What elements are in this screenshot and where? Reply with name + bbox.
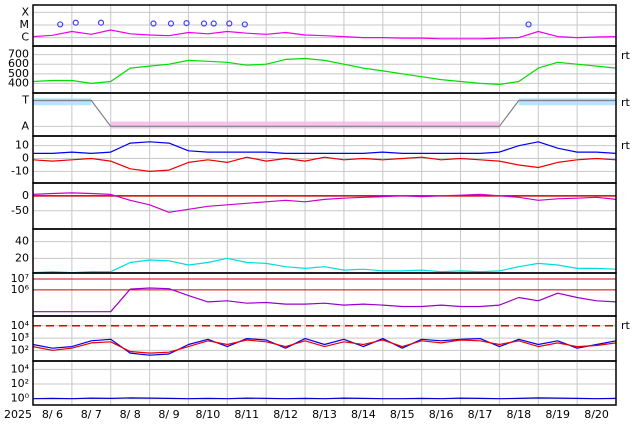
side-label: rt	[621, 139, 631, 152]
y-tick-label: 10²	[11, 377, 29, 390]
y-tick-label: 10²	[11, 343, 29, 356]
flare-marker	[167, 20, 175, 27]
series-line	[32, 397, 617, 400]
x-tick-label: 8/20	[584, 408, 609, 421]
series-line	[32, 192, 617, 213]
panel-frame	[32, 45, 617, 94]
series-line	[33, 99, 616, 127]
year-label: 2025	[4, 408, 32, 421]
y-tick-label: 500	[8, 67, 29, 80]
x-tick-label: 8/14	[351, 408, 376, 421]
flare-marker	[183, 20, 190, 27]
y-tick-label: A	[21, 119, 29, 132]
y-tick-label: 0	[22, 152, 29, 165]
y-tick-label: 700	[8, 48, 29, 61]
y-tick-label: 400	[8, 76, 29, 89]
y-tick-label: -10	[11, 164, 29, 177]
series-line	[32, 339, 617, 354]
flare-marker	[57, 21, 64, 28]
series-line	[32, 338, 617, 356]
flare-marker	[226, 20, 233, 27]
x-tick-label: 8/ 6	[42, 408, 63, 421]
y-tick-label: 10⁰	[11, 392, 30, 405]
panel-frame	[32, 182, 617, 230]
y-tick-label: M	[20, 18, 30, 31]
y-tick-label: C	[21, 31, 29, 44]
x-tick-label: 8/ 8	[120, 408, 141, 421]
x-tick-label: 8/ 9	[158, 408, 179, 421]
y-tick-label: 10⁷	[11, 272, 29, 285]
series-line	[32, 257, 617, 274]
y-tick-label: 10³	[11, 331, 29, 344]
flare-marker	[200, 20, 208, 27]
x-tick-label: 8/12	[273, 408, 298, 421]
x-tick-label: 8/10	[196, 408, 221, 421]
panel-frame	[32, 360, 617, 406]
flare-marker	[525, 21, 532, 28]
flare-marker	[97, 19, 105, 26]
x-tick-label: 8/11	[234, 408, 259, 421]
panel-frame	[32, 135, 617, 184]
x-tick-label: 8/19	[545, 408, 570, 421]
x-tick-label: 8/16	[429, 408, 454, 421]
series-line	[33, 141, 617, 154]
flare-marker	[150, 20, 157, 27]
series-line	[32, 156, 617, 172]
series-line	[32, 29, 617, 40]
series-line	[32, 57, 617, 85]
y-tick-label: 40	[15, 235, 29, 248]
y-tick-label: 10⁴	[11, 319, 30, 332]
flare-marker	[241, 21, 248, 28]
y-tick-label: X	[21, 5, 29, 18]
x-tick-label: 8/17	[468, 408, 493, 421]
panel-frame	[32, 4, 617, 47]
flare-marker	[210, 20, 217, 27]
flare-marker	[72, 19, 79, 26]
y-tick-label: 20	[15, 251, 29, 264]
y-tick-label: T	[21, 93, 29, 106]
x-tick-label: 8/ 7	[81, 408, 102, 421]
y-tick-label: 10⁶	[11, 283, 30, 296]
side-label: rt	[621, 319, 631, 332]
x-tick-label: 8/18	[506, 408, 531, 421]
side-label: rt	[621, 96, 631, 109]
y-tick-label: 10	[15, 139, 29, 152]
x-tick-label: 8/15	[390, 408, 415, 421]
y-tick-label: -50	[11, 204, 29, 217]
y-tick-label: 600	[8, 57, 29, 70]
y-tick-label: 0	[22, 189, 29, 202]
y-tick-label: 10⁴	[11, 362, 30, 375]
x-tick-label: 8/13	[312, 408, 337, 421]
series-line	[33, 287, 617, 313]
side-label: rt	[621, 49, 631, 62]
